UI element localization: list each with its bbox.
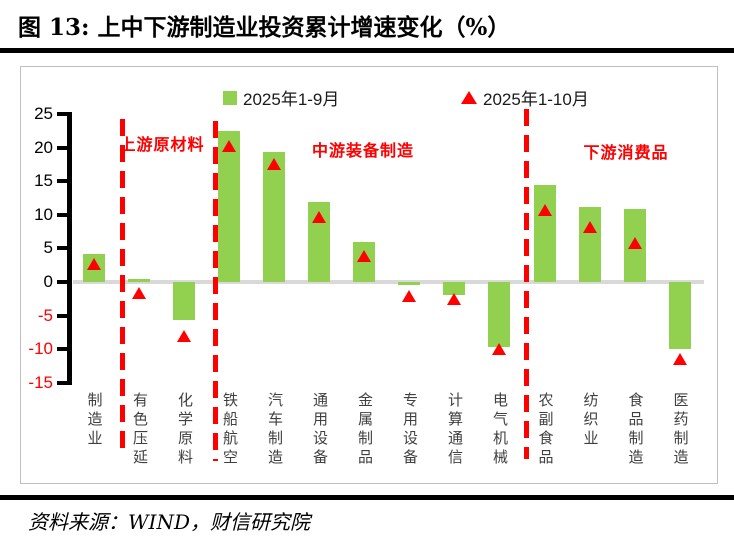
y-axis-tick-label: 0 [43,272,53,291]
y-axis-tick [57,145,67,150]
y-axis-tick [57,112,67,116]
y-axis-tick [57,280,67,284]
triangle-marker-电气机械 [492,342,506,355]
triangle-marker-医药制造 [672,352,687,365]
bar-计算通信 [443,282,465,296]
y-axis-tick-label: 25 [34,104,53,123]
legend-item-bar-series: 2025年1-9月 [223,85,339,110]
source-note: 资料来源：WIND，财信研究院 [28,510,310,534]
triangle-marker-制造业 [86,257,101,270]
y-axis-tick [57,212,67,217]
section-separator-2 [213,121,218,461]
figure-title: 图 13: 上中下游制造业投资累计增速变化（%） [18,14,511,41]
category-label-制造业: 制造业 [85,392,103,449]
category-label-纺织业: 纺织业 [581,392,599,449]
legend-triangle-series-label: 2025年1-10月 [483,90,589,109]
triangle-marker-汽车制造 [267,157,281,170]
y-axis-line [67,112,72,385]
section-label-3: 下游消费品 [583,145,669,162]
y-axis-tick-label: 10 [34,204,53,224]
y-axis-tick [57,380,67,385]
section-label-2: 中游装备制造 [311,143,415,160]
bar-医药制造 [668,282,691,350]
triangle-series-swatch-icon [461,91,477,104]
section-label-1: 上游原材料 [119,137,205,154]
triangle-marker-有色压延 [132,286,146,299]
triangle-marker-纺织业 [582,220,597,233]
legend-item-triangle-series: 2025年1-10月 [461,85,589,110]
title-divider [0,48,734,53]
bar-农副食品 [533,185,556,282]
category-label-农副食品: 农副食品 [536,392,554,468]
category-label-通用设备: 通用设备 [311,392,328,468]
bar-纺织业 [578,206,601,282]
bar-series-swatch-icon [223,90,237,105]
triangle-marker-食品制造 [627,237,642,250]
triangle-marker-通用设备 [312,211,326,224]
bar-有色压延 [128,279,150,282]
bar-铁船航空 [218,131,240,282]
bar-汽车制造 [263,152,285,282]
y-axis-tick-label: 15 [34,171,53,191]
section-separator-1 [120,119,125,457]
section-separator-3 [524,109,529,459]
triangle-marker-金属制品 [357,250,371,263]
bottom-divider [0,495,734,500]
bar-专用设备 [398,282,420,286]
category-label-电气机械: 电气机械 [491,392,508,468]
category-label-金属制品: 金属制品 [356,392,373,468]
category-label-有色压延: 有色压延 [131,392,148,468]
category-label-计算通信: 计算通信 [446,392,463,468]
triangle-marker-农副食品 [537,204,552,217]
category-label-食品制造: 食品制造 [626,392,644,468]
y-axis-tick [57,347,67,352]
y-axis-tick [57,246,67,251]
triangle-marker-专用设备 [402,290,416,303]
category-label-汽车制造: 汽车制造 [266,392,283,468]
y-axis-tick-label: -10 [28,339,53,359]
bar-电气机械 [488,282,510,347]
category-label-专用设备: 专用设备 [401,392,418,468]
y-axis-tick-label: -5 [37,305,53,325]
chart-frame: 2025年1-9月 2025年1-10月 25 20 15 10 5 0 -5 -10 -15 上… [20,66,718,484]
zero-gridline [73,280,704,284]
y-axis-tick [57,179,67,184]
y-axis-tick-label: 20 [34,137,53,157]
bar-化学原料 [173,282,195,321]
category-label-医药制造: 医药制造 [671,392,689,468]
plot-area: 25 20 15 10 5 0 -5 -10 -15 上游原材料 中游装备制造 下游消费品制造业 有色压… [21,67,717,483]
triangle-marker-铁船航空 [222,139,236,152]
legend-bar-series-label: 2025年1-9月 [243,90,340,109]
category-label-铁船航空: 铁船航空 [221,392,238,468]
triangle-marker-计算通信 [447,292,461,305]
category-label-化学原料: 化学原料 [176,392,193,468]
y-axis-tick-label: 5 [43,238,53,258]
triangle-marker-化学原料 [177,330,191,343]
y-axis-tick-label: -15 [28,372,53,392]
y-axis-tick [57,313,67,318]
